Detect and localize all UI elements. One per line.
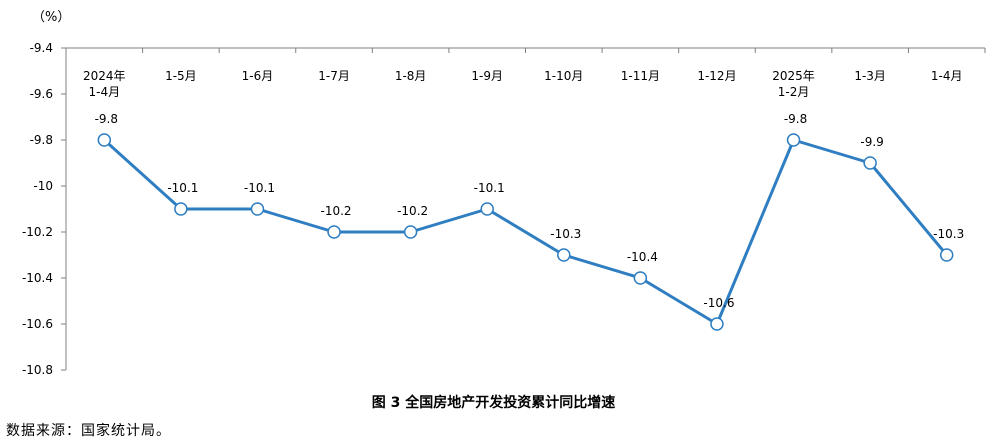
data-label: -9.8 <box>784 112 807 126</box>
y-axis-unit-label: （%） <box>32 10 71 25</box>
data-point <box>480 202 494 216</box>
y-tick-label: -9.6 <box>30 87 53 101</box>
data-label: -10.2 <box>321 204 352 218</box>
data-label: -10.3 <box>933 227 964 241</box>
x-tick-label: 1-6月 <box>242 69 274 83</box>
y-tick-label: -9.8 <box>30 133 53 147</box>
data-label: -10.4 <box>627 250 658 264</box>
data-point <box>557 248 571 262</box>
data-source-note: 数据来源：国家统计局。 <box>6 423 171 439</box>
y-tick-label: -10.6 <box>22 317 53 331</box>
x-tick-label: 1-11月 <box>621 69 660 83</box>
x-tick-label: 1-3月 <box>854 69 886 83</box>
x-tick-label: 1-4月 <box>88 85 120 99</box>
y-tick-label: -10.2 <box>22 225 53 239</box>
x-tick-label: 1-4月 <box>931 69 963 83</box>
x-tick-label: 1-10月 <box>544 69 583 83</box>
series-points <box>97 133 954 331</box>
data-point <box>786 133 801 147</box>
data-point <box>863 156 877 170</box>
y-tick-label: -9.4 <box>30 41 53 55</box>
x-tick-label: 1-2月 <box>778 85 810 99</box>
data-label: -10.1 <box>474 181 505 195</box>
data-label: -10.6 <box>703 296 734 310</box>
line-chart: -9.4 -9.6 -9.8 -10 -10.2 -10.4 -10.6 -10.8 2024… <box>22 41 986 377</box>
x-axis-ticks: 2024年 1-4月 1-5月 1-6月 1-7月 1-8月 1-9月 1-10月 1-11月 1… <box>83 69 962 99</box>
data-point <box>403 225 418 239</box>
data-label: -9.8 <box>95 112 118 126</box>
y-tick-label: -10 <box>33 179 53 193</box>
data-label: -10.1 <box>244 181 275 195</box>
series-line <box>103 138 948 326</box>
x-tick-label: 1-7月 <box>318 69 350 83</box>
data-point <box>97 133 112 147</box>
chart-caption: 图 3 全国房地产开发投资累计同比增速 <box>371 395 616 411</box>
data-label: -10.2 <box>397 204 428 218</box>
y-axis-ticks: -9.4 -9.6 -9.8 -10 -10.2 -10.4 -10.6 -10.8 <box>22 41 66 377</box>
data-point <box>327 225 341 239</box>
data-point <box>939 248 954 262</box>
x-tick-label: 2025年 <box>772 69 815 83</box>
data-point <box>633 271 648 285</box>
data-point <box>174 202 188 216</box>
data-labels: -9.8 -10.1 -10.1 -10.2 -10.2 -10.1 -10.3 -10.4 -… <box>95 112 965 310</box>
x-tick-label: 1-9月 <box>471 69 503 83</box>
data-label: -10.1 <box>167 181 198 195</box>
x-tick-label: 1-5月 <box>165 69 197 83</box>
y-tick-label: -10.8 <box>22 363 53 377</box>
x-tick-label: 1-8月 <box>395 69 427 83</box>
y-tick-label: -10.4 <box>22 271 53 285</box>
data-label: -10.3 <box>550 227 581 241</box>
data-point <box>250 202 265 216</box>
data-label: -9.9 <box>860 135 883 149</box>
chart-axes <box>65 47 986 370</box>
data-point <box>710 317 724 331</box>
x-tick-label: 1-12月 <box>697 69 736 83</box>
x-tick-label: 2024年 <box>83 69 126 83</box>
